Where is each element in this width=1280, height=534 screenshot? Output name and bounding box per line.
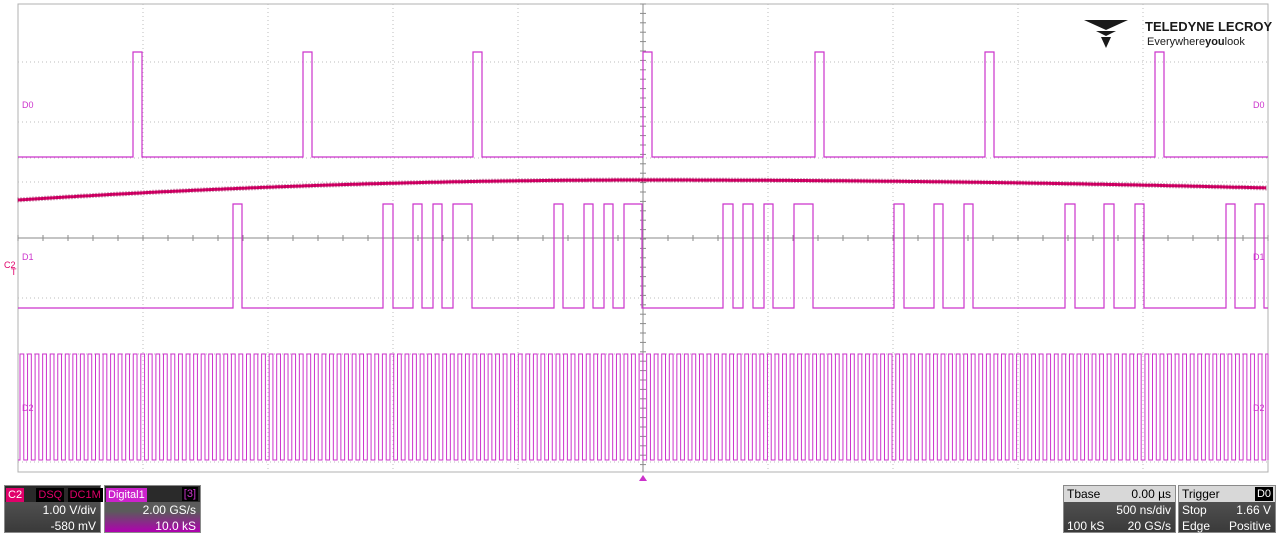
timebase-title: Tbase	[1067, 487, 1101, 501]
c2-vdiv: 1.00 V/div	[42, 503, 96, 517]
digital1-rate: 2.00 GS/s	[142, 503, 196, 517]
logo-brand: TELEDYNE LECROY	[1145, 19, 1272, 34]
teledyne-lecroy-logo: TELEDYNE LECROY Everywhereyoulook	[1084, 19, 1272, 48]
logo-icon	[1084, 20, 1128, 48]
timebase-delay: 0.00 µs	[1131, 487, 1171, 501]
timebase-header: Tbase 0.00 µs	[1064, 486, 1175, 502]
trigger-slope: Positive	[1228, 519, 1271, 533]
trigger-mode-row: Stop 1.66 V	[1179, 502, 1275, 518]
trigger-level: 1.66 V	[1236, 503, 1271, 517]
c2-header: C2 DSQ DC1M	[5, 486, 103, 502]
c2-offset: -580 mV	[50, 519, 96, 533]
channel-labels: D0 D0 D1 D1 D2 D2 C2 T	[4, 100, 1265, 481]
logo-tagline: Everywhereyoulook	[1147, 36, 1245, 48]
c2-ground-marker[interactable]: C2	[4, 260, 16, 270]
trigger-position-marker[interactable]	[639, 475, 647, 481]
digital1-descriptor-box[interactable]: Digital1 [3] 2.00 GS/s 10.0 kS	[104, 485, 201, 533]
c2-descriptor-box[interactable]: C2 DSQ DC1M 1.00 V/div -580 mV	[4, 485, 103, 533]
d0-trace	[18, 51, 1268, 158]
c2-name: C2	[6, 488, 25, 502]
trigger-type-row: Edge Positive	[1179, 518, 1275, 534]
c2-tag-coupling: DC1M	[67, 488, 103, 502]
timebase-descriptor-box[interactable]: Tbase 0.00 µs 500 ns/div 100 kS 20 GS/s	[1063, 485, 1176, 533]
trigger-type: Edge	[1182, 519, 1211, 533]
waveforms	[17, 51, 1269, 461]
d1-label-left: D1	[22, 252, 34, 262]
trigger-title: Trigger	[1182, 487, 1220, 501]
d1-trace	[18, 203, 1268, 309]
d2-label-right: D2	[1253, 403, 1265, 413]
digital1-tag: [3]	[181, 487, 198, 501]
trigger-descriptor-box[interactable]: Trigger D0 Stop 1.66 V Edge Positive	[1178, 485, 1276, 533]
timebase-samples: 100 kS	[1067, 519, 1105, 533]
d1-label-right: D1	[1253, 252, 1265, 262]
trigger-header: Trigger D0	[1179, 486, 1275, 502]
d2-label-left: D2	[22, 403, 34, 413]
digital1-header: Digital1 [3]	[105, 486, 200, 502]
digital1-samples: 10.0 kS	[155, 519, 196, 533]
d0-label-left: D0	[22, 100, 34, 110]
d0-label-right: D0	[1253, 100, 1265, 110]
timebase-sample-row: 100 kS 20 GS/s	[1064, 518, 1175, 534]
trigger-mode: Stop	[1182, 503, 1207, 517]
trigger-source: D0	[1254, 487, 1273, 501]
timebase-rate: 20 GS/s	[1127, 519, 1171, 533]
digital1-name: Digital1	[106, 488, 147, 502]
trigger-level-marker[interactable]: T	[11, 267, 17, 277]
d2-trace	[18, 353, 1269, 461]
c2-tag-dsq: DSQ	[36, 488, 65, 502]
timebase-tdiv: 500 ns/div	[1116, 503, 1171, 517]
